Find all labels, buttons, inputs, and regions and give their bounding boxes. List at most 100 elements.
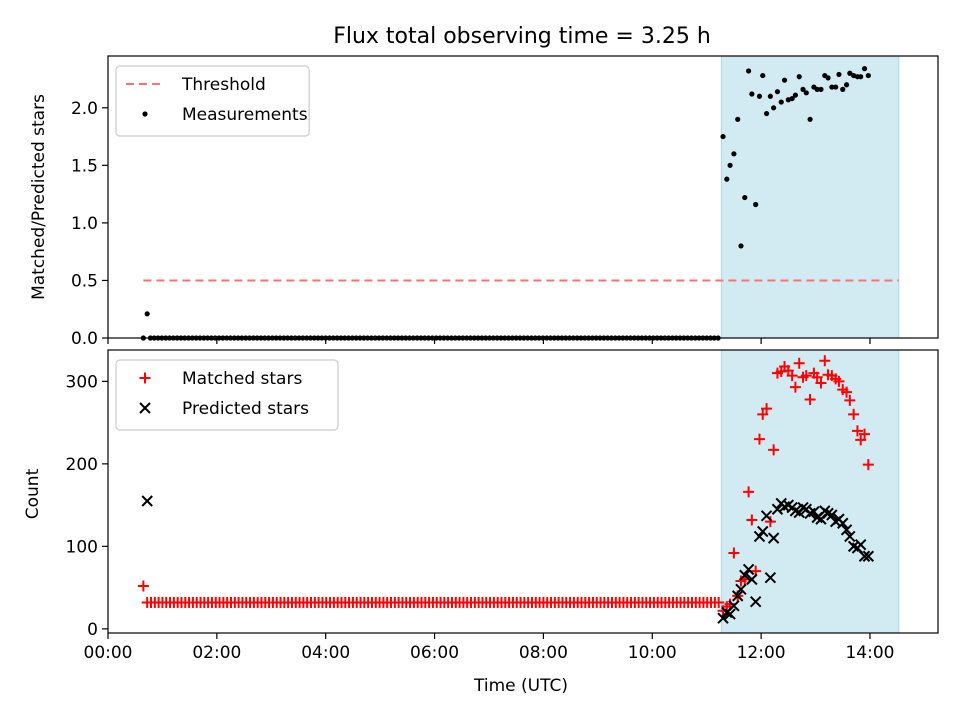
top-point: [763, 110, 770, 117]
chart-title: Flux total observing time = 3.25 h: [333, 24, 711, 49]
top-point: [771, 105, 777, 111]
bottom-point: [851, 425, 863, 437]
top-legend: Threshold Measurements: [115, 65, 310, 137]
bottom-point: [764, 572, 777, 584]
bottom-axes-frame: [107, 349, 939, 634]
bottom-x-tick-label: 04:00: [301, 643, 350, 663]
bottom-point: [837, 517, 849, 529]
top-point: [829, 84, 835, 90]
bottom-point: [859, 428, 871, 440]
bottom-point: [840, 524, 853, 536]
top-point: [803, 90, 809, 96]
top-legend-marker-swatch: [142, 111, 148, 117]
top-y-tick-label: 0.5: [71, 271, 98, 291]
top-point: [738, 243, 744, 249]
top-point: [724, 176, 730, 182]
bottom-point: [753, 433, 765, 445]
bottom-point: [746, 573, 758, 586]
bottom-point: [793, 357, 805, 369]
bottom-point: [739, 569, 751, 581]
bottom-legend-box: [115, 359, 339, 431]
bottom-point: [764, 516, 776, 528]
top-point: [789, 95, 795, 102]
bottom-legend: Matched stars Predicted stars: [115, 359, 339, 431]
bottom-point: [760, 510, 773, 522]
top-point: [843, 82, 850, 88]
top-point: [753, 201, 759, 208]
bottom-legend-marker-swatch: [139, 372, 151, 384]
bottom-point: [767, 532, 780, 544]
bottom-point: [811, 371, 823, 383]
top-point: [781, 77, 788, 83]
top-point: [796, 74, 802, 80]
top-y-tick-label: 1.5: [71, 156, 98, 176]
bottom-x-tick-label: 10:00: [628, 643, 677, 663]
bottom-point: [717, 612, 729, 624]
bottom-point: [841, 386, 853, 398]
bottom-point: [789, 381, 801, 393]
top-point: [749, 91, 755, 97]
bottom-point: [141, 495, 153, 507]
bottom-x-tick-label: 12:00: [737, 643, 786, 663]
bottom-point: [844, 530, 856, 543]
top-point: [840, 86, 846, 92]
bottom-point: [743, 486, 755, 498]
bottom-point: [786, 370, 798, 382]
bottom-point: [728, 547, 740, 559]
top-point: [778, 99, 784, 105]
bottom-x-tick-label: 08:00: [519, 643, 568, 663]
top-y-axis-label: Matched/Predicted stars: [29, 94, 49, 300]
bottom-point: [815, 377, 827, 389]
x-axis-label: Time (UTC): [473, 676, 568, 696]
top-panel: 0.0 0.5 1.0 1.5 2.0 Threshold Measurements: [71, 55, 939, 349]
bottom-point: [735, 583, 747, 595]
bottom-point: [728, 600, 740, 612]
top-legend-label: Measurements: [182, 105, 308, 125]
bottom-point: [826, 509, 838, 521]
bottom-y-tick-label: 100: [66, 537, 98, 557]
bottom-point: [819, 355, 831, 367]
top-point: [731, 151, 737, 157]
bottom-x-tick-label: 00:00: [84, 643, 133, 663]
top-point: [847, 70, 853, 76]
top-legend-box: [115, 65, 310, 137]
bottom-point: [753, 530, 766, 543]
top-point: [756, 93, 763, 99]
top-point: [861, 66, 868, 72]
top-point: [745, 68, 752, 74]
bottom-point: [858, 550, 871, 562]
top-point: [760, 72, 766, 79]
top-point: [735, 116, 741, 122]
bottom-point: [137, 580, 149, 592]
bottom-point: [749, 595, 762, 608]
top-shaded-span: [720, 55, 900, 339]
bottom-point: [848, 408, 860, 420]
bottom-x-tick-label: 02:00: [192, 643, 241, 663]
bottom-x-tick-label: 14:00: [845, 643, 894, 663]
bottom-point: [724, 608, 736, 620]
top-point: [800, 86, 806, 92]
bottom-legend-label: Matched stars: [182, 369, 302, 389]
top-point: [865, 72, 871, 79]
bottom-y-tick-label: 200: [66, 455, 98, 475]
bottom-point: [855, 539, 867, 551]
top-point: [144, 311, 150, 317]
top-point: [774, 89, 781, 95]
top-point: [807, 116, 813, 122]
top-point: [720, 133, 726, 140]
bottom-y-tick-label: 0: [87, 620, 98, 640]
top-point: [818, 86, 824, 92]
bottom-legend-marker-swatch: [139, 402, 151, 414]
bottom-panel: 0 100 200 300 00:00 02:00 04:00 06:00 08:00 10:00…: [66, 349, 939, 663]
bottom-y-tick-label: 300: [66, 372, 98, 392]
top-legend-label: Threshold: [181, 75, 266, 95]
bottom-series-0: [137, 355, 874, 617]
top-point: [836, 71, 842, 78]
bottom-point: [757, 408, 769, 420]
top-point: [727, 162, 733, 168]
bottom-point: [844, 394, 856, 406]
top-point: [858, 74, 864, 80]
bottom-legend-label: Predicted stars: [182, 399, 309, 419]
top-point: [814, 86, 820, 92]
